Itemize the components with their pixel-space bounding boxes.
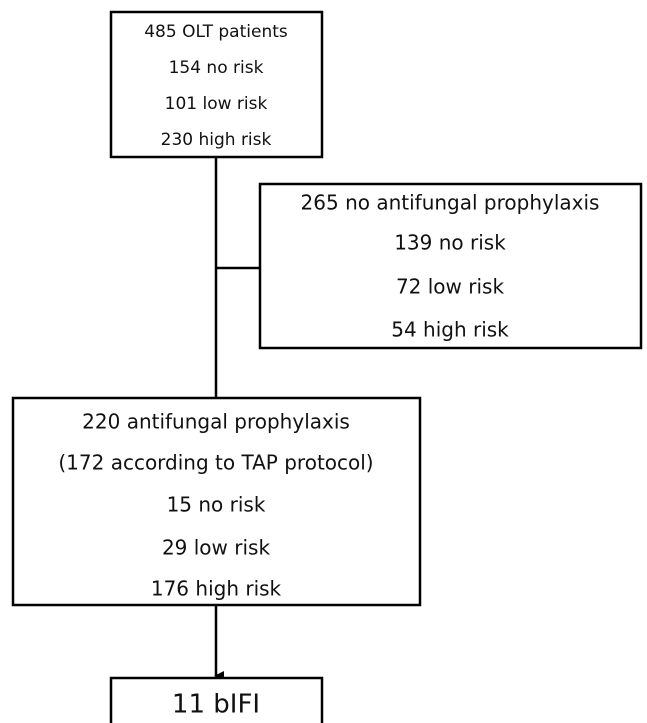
node-text: 485 OLT patients [144, 22, 288, 42]
node-text: 54 high risk [391, 318, 509, 342]
node-box [109, 10, 324, 159]
node-text: 176 high risk [151, 577, 282, 601]
node-text: 139 no risk [394, 231, 506, 255]
node-text: (172 according to TAP protocol) [58, 451, 373, 475]
node-box [11, 396, 422, 607]
node-text: 220 antifungal prophylaxis [82, 410, 350, 434]
node-text: 11 bIFI [172, 690, 260, 720]
node-text: 72 low risk [396, 275, 505, 299]
node-text: 29 low risk [162, 536, 271, 560]
node-text: 101 low risk [165, 94, 268, 114]
node-text: 265 no antifungal prophylaxis [301, 191, 600, 215]
node: 485 OLT patients 154 no risk 101 low ris… [144, 22, 288, 150]
node: 265 no antifungal prophylaxis 139 no ris… [301, 191, 600, 342]
node-text: 154 no risk [169, 58, 264, 78]
node-box [258, 182, 643, 350]
node-text: 230 high risk [161, 130, 272, 150]
node: 220 antifungal prophylaxis (172 accordin… [58, 410, 373, 601]
node-text: 15 no risk [167, 493, 266, 517]
node-box [109, 676, 324, 723]
